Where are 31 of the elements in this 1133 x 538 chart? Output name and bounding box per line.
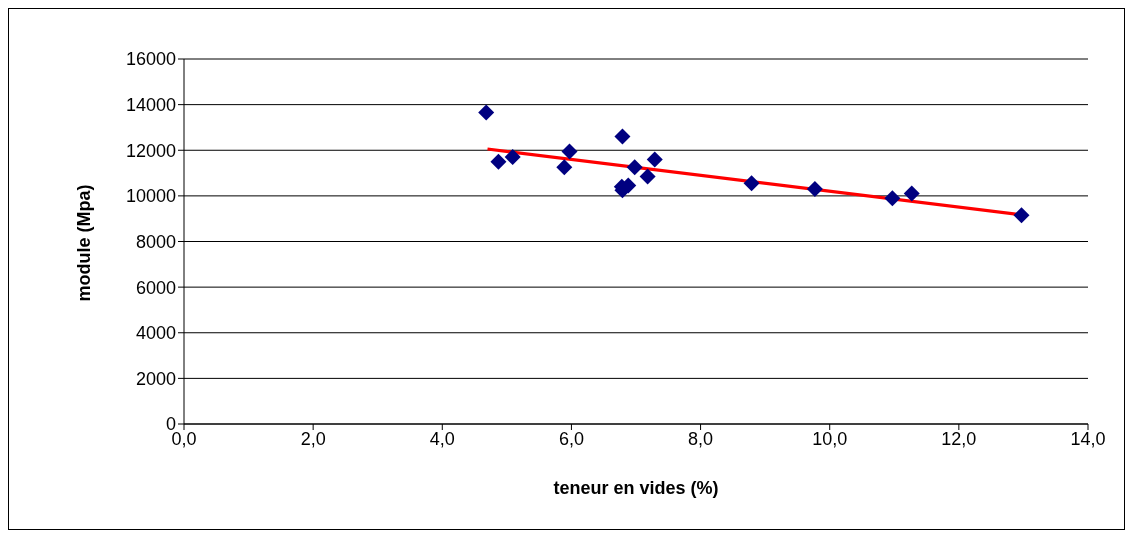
point: [490, 153, 507, 170]
point: [806, 181, 823, 198]
point: [639, 168, 656, 185]
y-tick-label: 8000: [135, 231, 176, 252]
x-tick-label: 2,0: [300, 428, 326, 449]
point: [884, 190, 901, 207]
x-tick-label: 4,0: [429, 428, 455, 449]
y-tick-label: 16000: [125, 49, 176, 70]
x-axis-title: teneur en vides (%): [553, 478, 719, 498]
point: [478, 104, 495, 121]
point: [504, 149, 521, 166]
y-axis-title: module (Mpa): [74, 184, 95, 302]
y-tick-label: 4000: [135, 323, 176, 344]
x-tick-label: 8,0: [688, 428, 714, 449]
y-tick-label: 2000: [135, 368, 176, 389]
x-tick-label: 12,0: [941, 428, 977, 449]
point: [561, 143, 578, 160]
x-tick-label: 10,0: [812, 428, 848, 449]
point: [903, 185, 920, 202]
point: [1013, 207, 1030, 224]
point: [646, 151, 663, 168]
y-tick-label: 10000: [125, 186, 176, 207]
point: [743, 175, 760, 192]
x-tick-label: 6,0: [558, 428, 584, 449]
y-tick-label: 14000: [125, 95, 176, 116]
point: [556, 159, 573, 176]
y-tick-label: 12000: [125, 140, 176, 161]
point: [614, 128, 631, 145]
x-tick-label: 14,0: [1070, 428, 1106, 449]
point: [626, 159, 643, 176]
y-tick-label: 6000: [135, 277, 176, 298]
